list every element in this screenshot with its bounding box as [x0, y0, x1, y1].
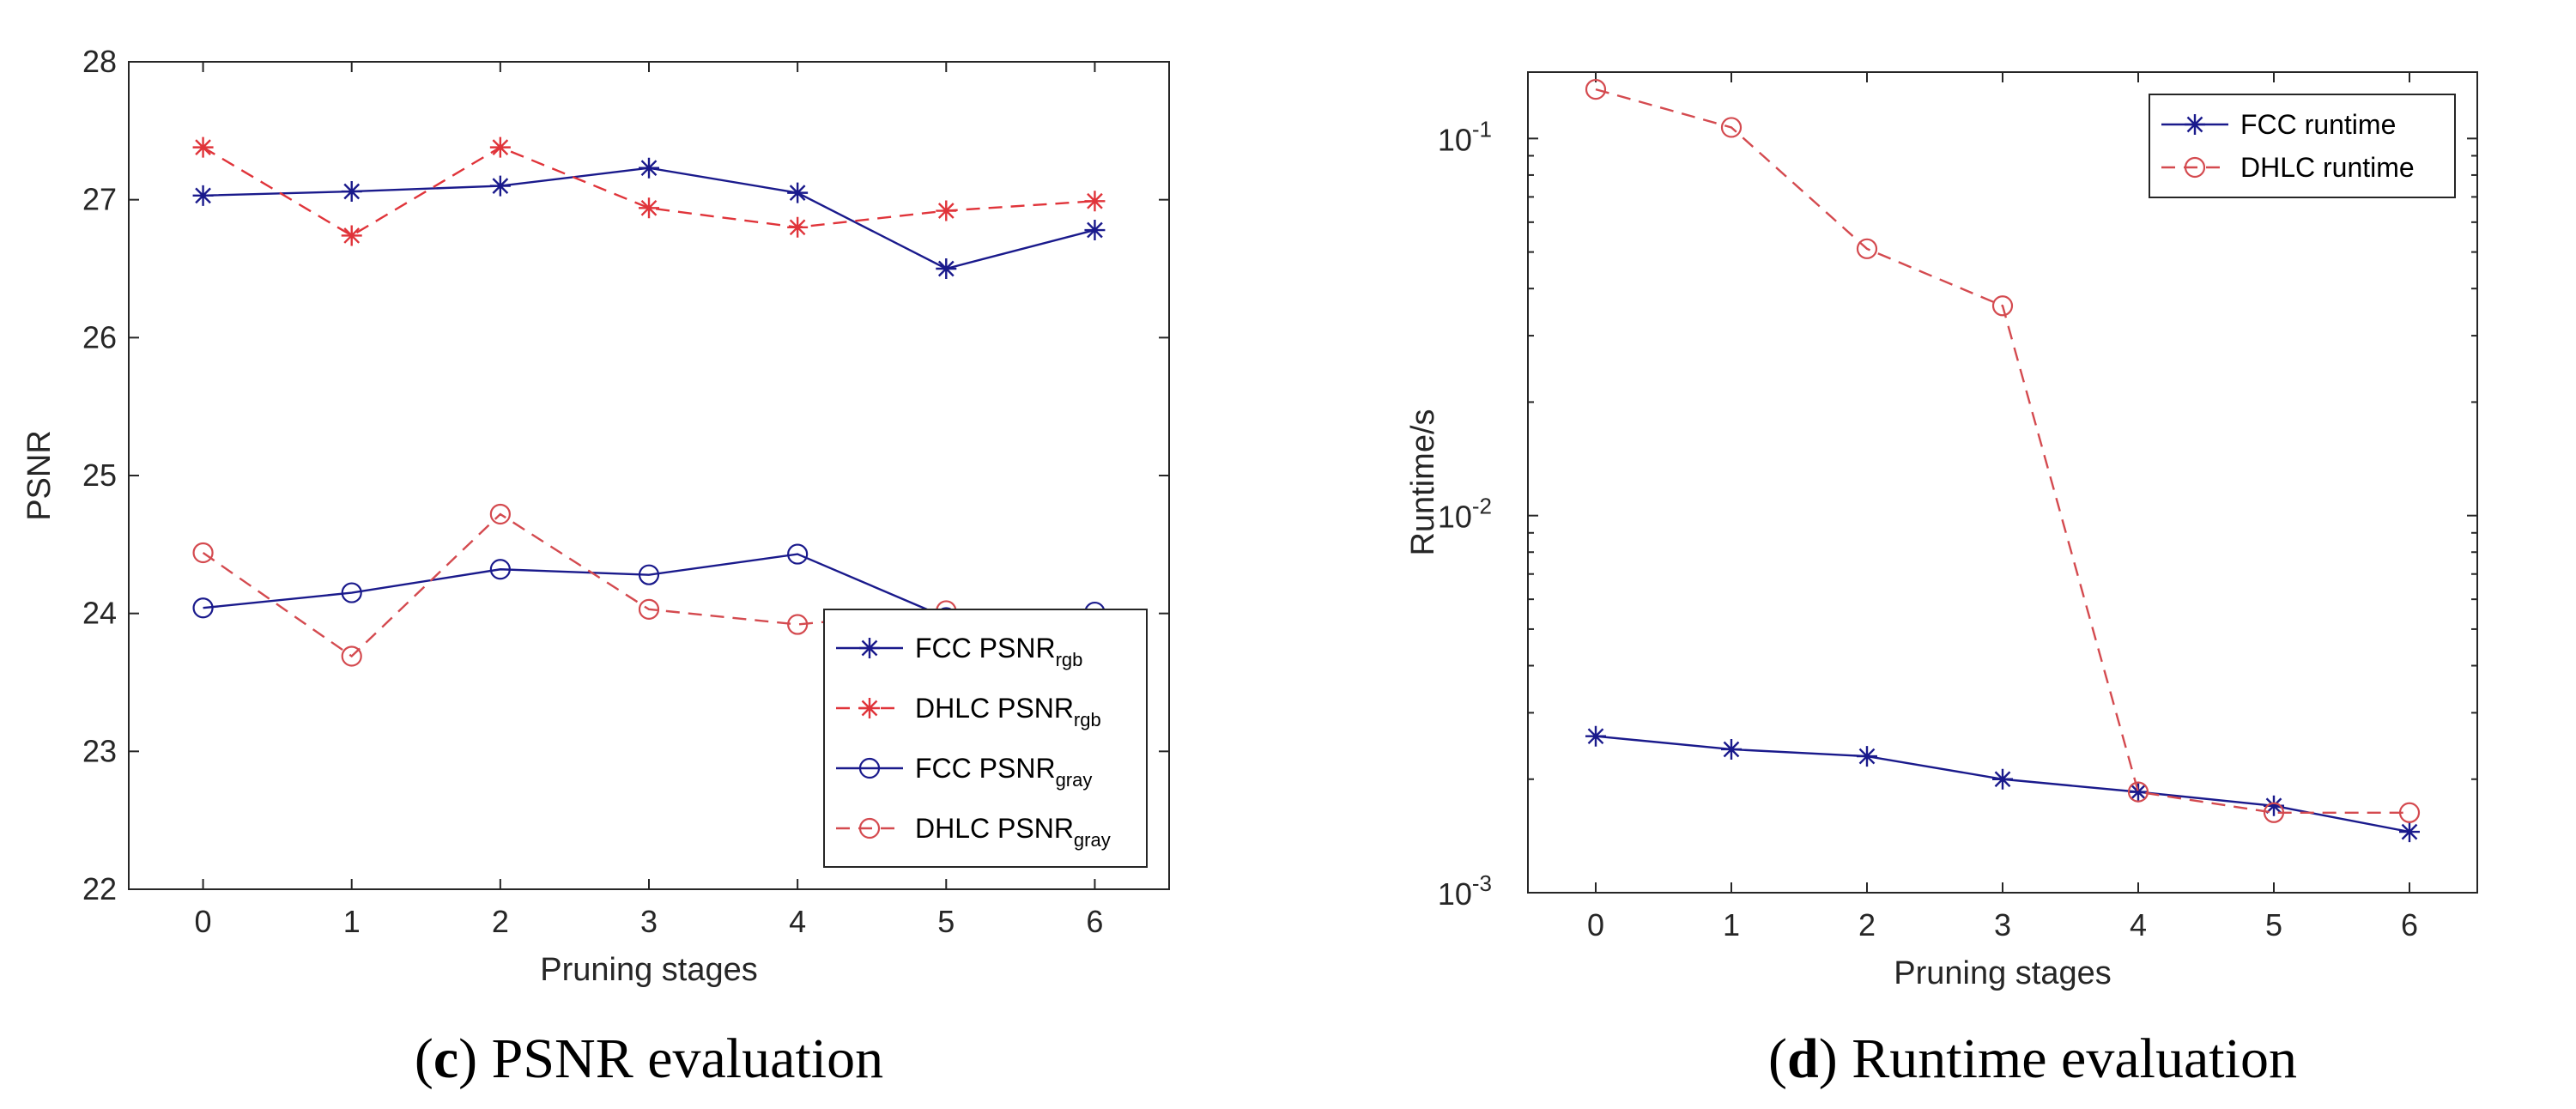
runtime-legend-label: DHLC runtime — [2240, 152, 2415, 183]
psnr-legend-label: FCC PSNRgray — [915, 753, 1092, 791]
runtime-caption-letter: d — [1787, 1027, 1819, 1090]
psnr-series-line-2 — [203, 553, 1095, 619]
runtime-y-tick-label: 10-2 — [1438, 494, 1492, 535]
psnr-series-2-point — [787, 543, 809, 565]
psnr-series-2-point — [341, 582, 362, 603]
psnr-series-0-point — [1084, 220, 1106, 241]
runtime-x-tick-label: 1 — [1723, 907, 1740, 942]
runtime-caption-text: Runtime evaluation — [1852, 1027, 2297, 1090]
psnr-series-3-point — [489, 503, 511, 525]
psnr-y-tick-label: 23 — [82, 733, 117, 768]
runtime-series-1-point — [2263, 802, 2285, 823]
psnr-legend: FCC PSNRrgb DHLC PSNRrgb FCC PSNRgray DHLC … — [823, 609, 1148, 868]
psnr-legend-label: FCC PSNRrgb — [915, 633, 1082, 670]
psnr-legend-marker — [859, 638, 880, 658]
runtime-series-0-point — [1992, 768, 2013, 790]
runtime-legend: FCC runtime DHLC runtime — [2149, 94, 2456, 198]
psnr-series-3-point — [638, 598, 660, 620]
runtime-series-0-point — [1721, 738, 1742, 760]
psnr-series-0-point — [936, 258, 957, 279]
psnr-y-tick-label: 28 — [82, 44, 117, 79]
psnr-series-0-point — [192, 185, 214, 206]
psnr-x-tick-label: 1 — [343, 904, 361, 939]
psnr-x-tick-label: 3 — [640, 904, 658, 939]
psnr-series-2-point — [489, 559, 511, 580]
psnr-series-0-point — [489, 175, 511, 197]
psnr-y-axis-title: PSNR — [21, 430, 58, 521]
psnr-x-axis-title: Pruning stages — [540, 952, 758, 988]
runtime-y-tick-label: 10-3 — [1438, 870, 1492, 912]
psnr-caption-text: PSNR evaluation — [492, 1027, 884, 1090]
psnr-series-0-point — [639, 157, 659, 179]
runtime-series-line-1 — [1595, 88, 2409, 814]
psnr-series-1-point — [936, 200, 957, 221]
psnr-series-1-point — [639, 197, 659, 219]
runtime-x-tick-label: 0 — [1587, 907, 1604, 942]
runtime-legend-box — [2149, 94, 2456, 198]
runtime-x-tick-label: 6 — [2401, 907, 2418, 942]
psnr-legend-marker — [858, 757, 881, 779]
psnr-series-2-point — [192, 597, 214, 619]
runtime-caption: (d) Runtime evaluation — [1768, 1027, 2297, 1090]
runtime-y-tick-label: 10-1 — [1438, 116, 1492, 157]
psnr-y-tick-label: 24 — [82, 596, 117, 631]
psnr-series-1-point — [341, 225, 362, 246]
runtime-x-tick-label: 3 — [1994, 907, 2011, 942]
runtime-x-axis-title: Pruning stages — [1894, 955, 2112, 991]
psnr-series-1-point — [489, 136, 511, 158]
psnr-caption-letter: c — [433, 1027, 458, 1090]
psnr-y-tick-label: 22 — [82, 871, 117, 906]
psnr-series-line-0 — [203, 167, 1095, 270]
psnr-series-1-point — [787, 216, 809, 238]
psnr-y-tick-label: 26 — [82, 319, 117, 355]
runtime-series-1-point — [1585, 79, 1607, 100]
runtime-legend-label: FCC runtime — [2240, 109, 2396, 140]
psnr-x-tick-label: 5 — [937, 904, 955, 939]
runtime-x-tick-label: 2 — [1858, 907, 1876, 942]
psnr-legend-marker — [859, 698, 880, 718]
runtime-series-1-point — [1720, 117, 1743, 138]
runtime-legend-marker — [2185, 114, 2205, 135]
runtime-series-0-point — [1857, 746, 1877, 767]
runtime-series-0-point — [2264, 795, 2284, 816]
psnr-series-0-point — [341, 181, 362, 203]
psnr-y-tick-label: 25 — [82, 458, 117, 493]
psnr-series-3-point — [787, 614, 809, 635]
psnr-x-tick-label: 6 — [1086, 904, 1103, 939]
psnr-series-0-point — [787, 182, 809, 203]
runtime-series-1-point — [1856, 238, 1878, 259]
runtime-series-1-point — [1991, 295, 2014, 317]
runtime-x-tick-label: 5 — [2265, 907, 2282, 942]
psnr-x-tick-label: 2 — [492, 904, 509, 939]
psnr-series-2-point — [638, 564, 660, 585]
psnr-series-3-point — [341, 645, 362, 667]
psnr-legend-marker — [858, 817, 881, 839]
runtime-chart: 0 1 2 3 4 5 6 10-3 10-2 10-1 Pruning stages Runtime… — [1405, 71, 2478, 991]
runtime-legend-marker — [2184, 156, 2206, 179]
runtime-series-1-point — [2127, 781, 2149, 803]
runtime-series-0-point — [2399, 821, 2420, 843]
psnr-x-tick-label: 0 — [195, 904, 212, 939]
runtime-y-axis-title: Runtime/s — [1405, 409, 1441, 555]
psnr-legend-label: DHLC PSNRgray — [915, 813, 1111, 851]
psnr-series-1-point — [192, 136, 214, 158]
runtime-series-0-point — [1585, 725, 1606, 747]
psnr-x-tick-label: 4 — [789, 904, 806, 939]
runtime-series-1-point — [2398, 802, 2421, 823]
runtime-series-0-point — [2128, 781, 2149, 803]
psnr-legend-label: DHLC PSNRrgb — [915, 693, 1101, 730]
psnr-series-1-point — [1084, 191, 1106, 212]
psnr-caption: (c) PSNR evaluation — [415, 1027, 883, 1090]
psnr-y-tick-label: 27 — [82, 182, 117, 217]
runtime-x-tick-label: 4 — [2130, 907, 2147, 942]
psnr-series-3-point — [192, 542, 214, 564]
